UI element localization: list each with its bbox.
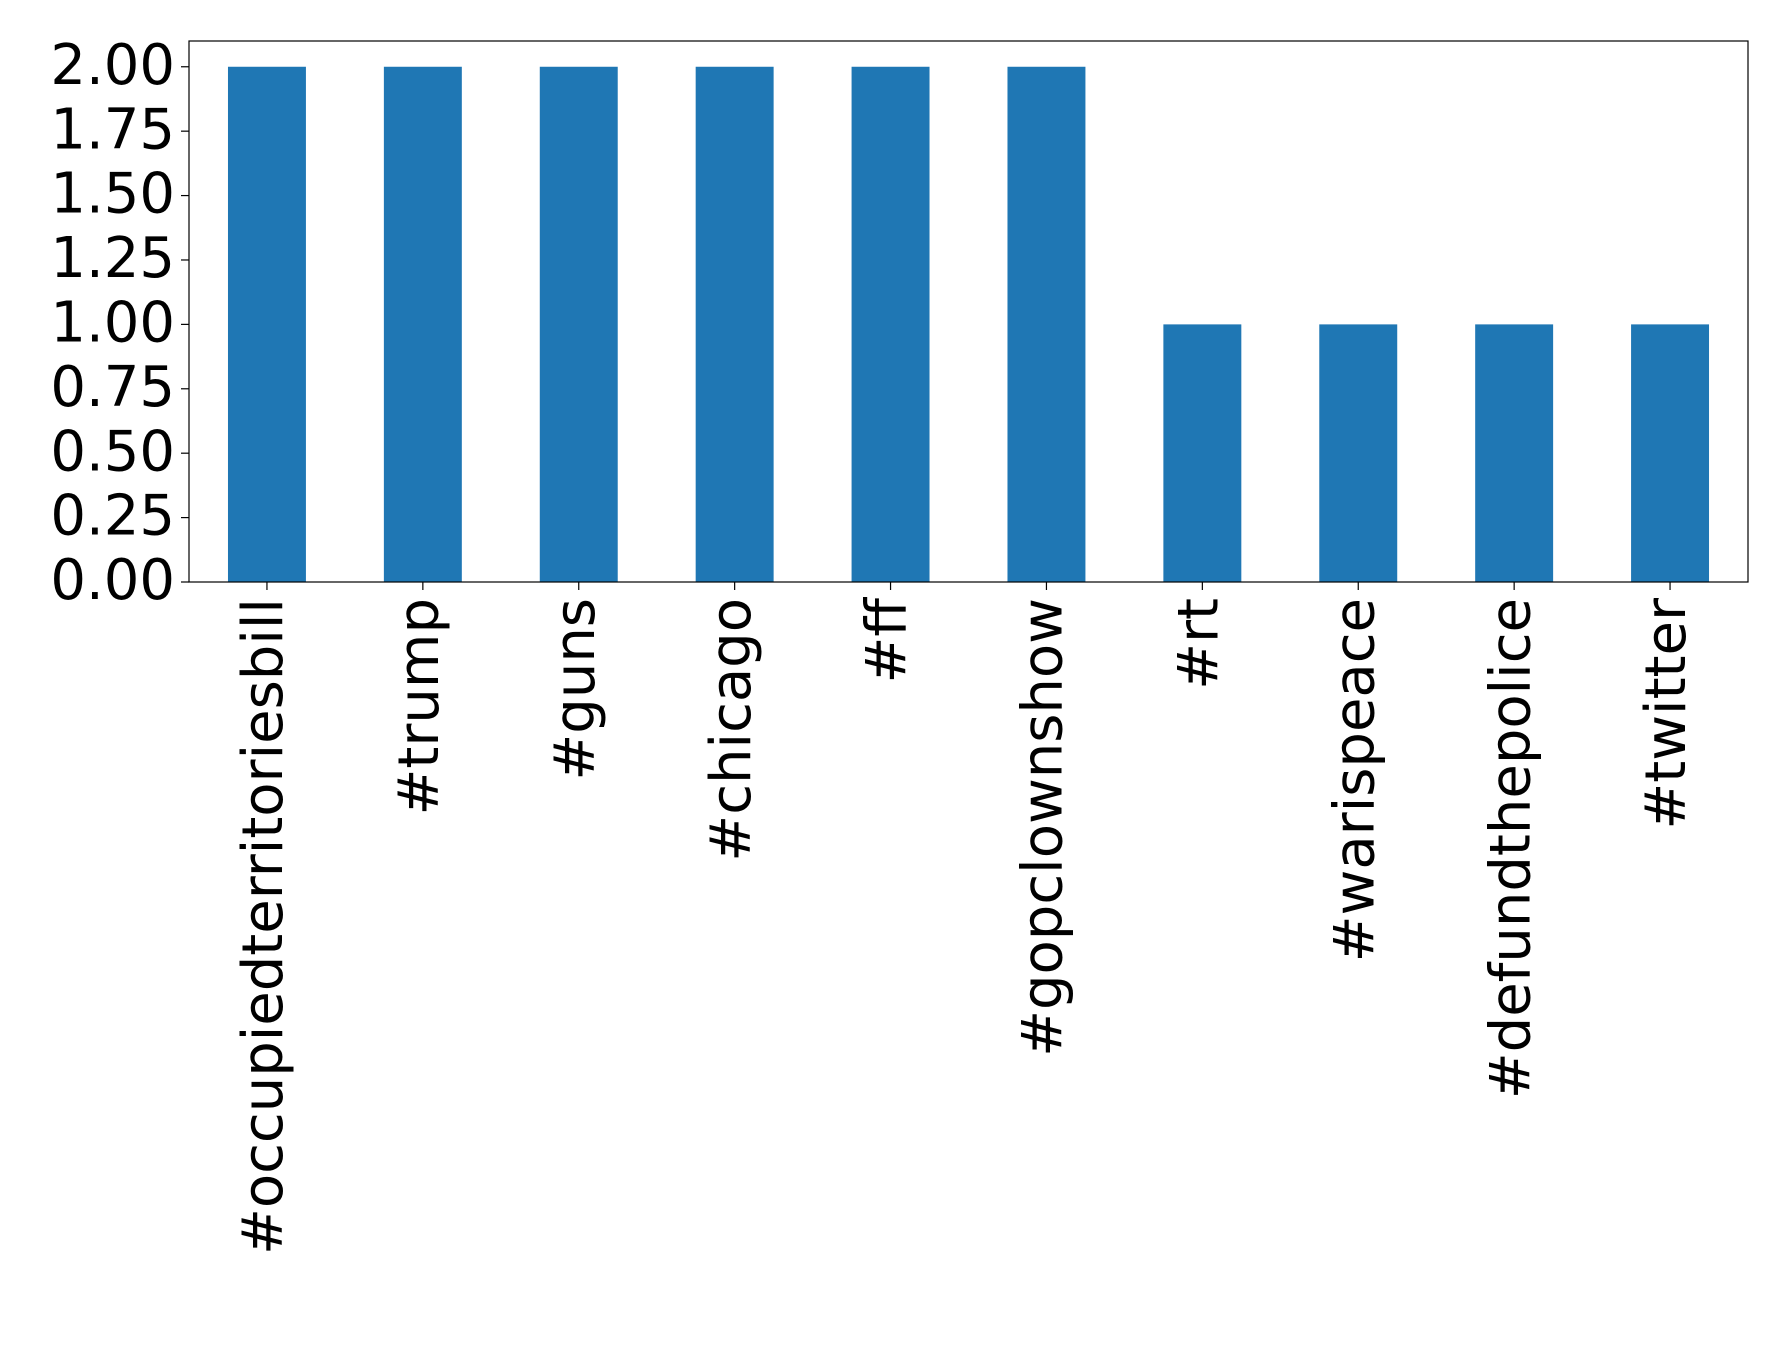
bar	[383, 66, 462, 582]
y-tick-label: 1.25	[50, 226, 175, 291]
x-tick-label: #defundthepolice	[1478, 598, 1543, 1099]
axes-frame	[188, 40, 1749, 583]
x-tick-label: #gopclownshow	[1011, 598, 1076, 1057]
bar	[851, 66, 930, 582]
y-tick-label: 1.00	[50, 291, 175, 356]
y-tick-label: 1.75	[50, 97, 175, 162]
y-tick-label: 0.75	[50, 355, 175, 420]
bar	[1319, 324, 1398, 582]
x-tick-label: #ff	[855, 597, 920, 684]
bar	[227, 66, 306, 582]
y-tick-label: 1.50	[50, 162, 175, 227]
x-tick-label: #rt	[1166, 598, 1231, 690]
x-tick-label: #twitter	[1634, 597, 1699, 830]
y-tick-label: 2.00	[50, 33, 175, 98]
y-tick-label: 0.00	[50, 548, 175, 613]
bar	[1475, 324, 1554, 582]
bar	[1163, 324, 1242, 582]
bar	[539, 66, 618, 582]
x-tick-label: #trump	[387, 598, 452, 816]
x-tick-label: #occupiedterritoriesbill	[231, 598, 296, 1255]
y-tick-label: 0.50	[50, 419, 175, 484]
bar	[1007, 66, 1086, 582]
x-tick-label: #warispeace	[1322, 598, 1387, 962]
y-tick-label: 0.25	[50, 484, 175, 549]
x-tick-label: #guns	[543, 598, 608, 781]
x-tick-label: #chicago	[699, 598, 764, 862]
bar	[695, 66, 774, 582]
bar	[1631, 324, 1710, 582]
